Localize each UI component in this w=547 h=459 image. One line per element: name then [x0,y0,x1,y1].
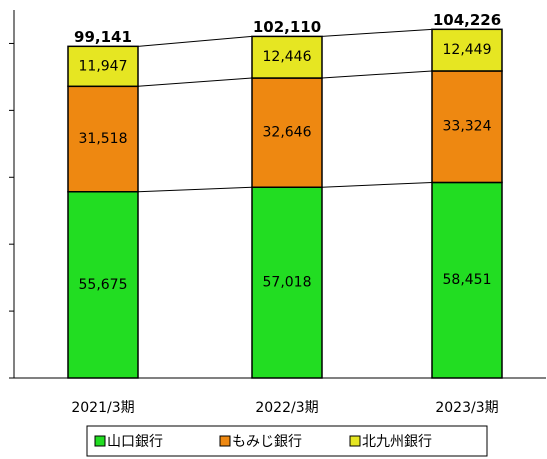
value-label: 57,018 [263,275,312,291]
value-label: 32,646 [263,125,312,141]
bar-segment [251,186,323,379]
value-label: 33,324 [443,119,492,135]
total-label: 99,141 [74,28,132,46]
bar-segment [67,85,139,193]
legend-swatch [349,435,361,447]
bar-segment [431,70,503,184]
connector-line [321,181,433,188]
x-tick-label: 2021/3期 [71,400,134,416]
connector-line [137,186,253,193]
total-label: 104,226 [433,11,501,29]
bar-segment [251,35,323,79]
x-tick-label: 2022/3期 [255,400,318,416]
legend-swatch [219,435,231,447]
value-label: 12,446 [263,49,312,65]
connector-line [321,28,433,37]
bar-segment [67,45,139,88]
legend-label: もみじ銀行 [232,434,302,450]
bar-segment [67,190,139,379]
connector-line [137,35,253,47]
bar-segment [431,28,503,72]
total-label: 102,110 [253,18,321,36]
legend-swatch [94,435,106,447]
legend-box [86,425,488,457]
connector-line [137,77,253,87]
value-label: 12,449 [443,42,492,58]
x-tick-label: 2023/3期 [435,400,498,416]
bar-segment [251,77,323,188]
value-label: 11,947 [79,58,128,74]
legend-label: 山口銀行 [107,434,163,450]
value-label: 55,675 [79,277,128,293]
value-label: 58,451 [443,272,492,288]
legend-label: 北九州銀行 [362,434,432,450]
value-label: 31,518 [79,131,128,147]
connector-line [321,70,433,79]
